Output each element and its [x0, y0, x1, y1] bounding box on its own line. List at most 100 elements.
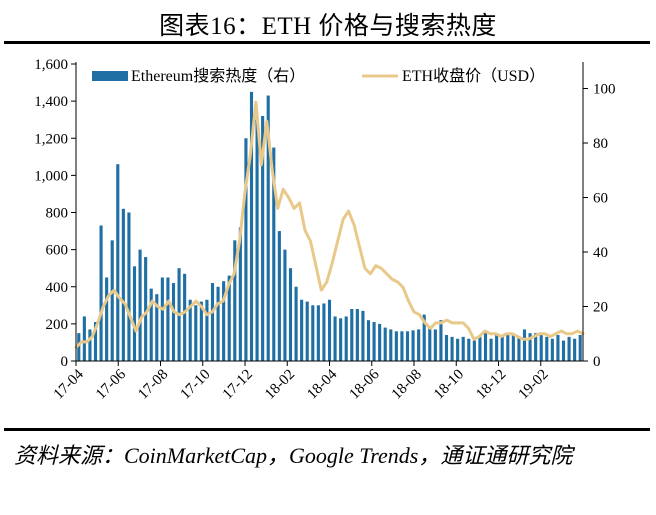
x-tick-label: 17-04: [51, 366, 87, 402]
bar: [238, 227, 242, 361]
bar: [444, 335, 449, 361]
eth-chart: 0 200 400 600 800 1,000 1,200 1,400 1,600 0 20 40 60…: [34, 57, 616, 403]
y-right-tick-label: 80: [593, 136, 608, 152]
y-left-tick-label: 600: [46, 243, 69, 259]
bar: [578, 335, 582, 361]
x-tick-label: 18-08: [389, 367, 425, 403]
series-line-eth-price: [74, 100, 585, 349]
y-right-tick-label: 20: [593, 300, 608, 316]
bar: [394, 331, 398, 361]
bar: [322, 303, 326, 361]
x-tick-label: 18-06: [347, 366, 383, 402]
bar: [422, 314, 426, 361]
y-left-tick-label: 800: [46, 206, 69, 222]
bar: [389, 329, 393, 361]
bar: [500, 335, 504, 361]
bar: [199, 301, 203, 361]
bar: [545, 336, 549, 361]
bar: [105, 277, 109, 361]
bar: [489, 338, 493, 361]
bar: [483, 333, 488, 361]
bar: [121, 208, 125, 361]
bar: [450, 336, 454, 361]
legend-label-price: ETH收盘价（USD）: [402, 66, 545, 85]
bar: [344, 316, 348, 361]
bar: [255, 119, 259, 361]
bar: [372, 322, 376, 361]
y-left-tick-label: 1,000: [34, 168, 68, 184]
bar: [456, 338, 460, 361]
bar: [171, 283, 176, 361]
bar: [405, 331, 410, 361]
x-tick-label: 17-08: [135, 367, 171, 403]
bar: [216, 286, 220, 361]
bar: [311, 305, 315, 361]
x-tick-label: 18-10: [431, 367, 467, 403]
bar: [127, 212, 131, 361]
source-note: 资料来源：CoinMarketCap，Google Trends，通证通研究院: [14, 443, 573, 468]
bar: [116, 164, 120, 361]
bar: [210, 283, 215, 361]
bar: [144, 257, 148, 361]
x-tick-label: 17-06: [93, 366, 129, 402]
source-rule: [4, 428, 650, 431]
bar: [272, 147, 276, 361]
legend-swatch-search: [92, 71, 128, 81]
bar: [110, 240, 114, 361]
bar: [194, 305, 198, 361]
x-tick-label: 18-12: [473, 367, 509, 403]
y-right-tick-label: 100: [593, 82, 616, 98]
bar: [294, 286, 298, 361]
bar: [567, 336, 571, 361]
y-left-tick-label: 0: [61, 354, 69, 370]
x-tick-label: 17-10: [178, 367, 214, 403]
title-rule: [4, 41, 650, 44]
bar: [378, 323, 382, 362]
bar: [249, 91, 254, 361]
bar: [383, 327, 387, 361]
bar: [244, 138, 248, 361]
bar: [138, 249, 142, 362]
bar: [428, 327, 432, 361]
bar: [411, 330, 415, 361]
legend-label-search: Ethereum搜索热度（右）: [131, 67, 305, 85]
bar: [472, 340, 476, 361]
bar: [183, 273, 187, 361]
bar: [305, 301, 309, 361]
bar: [88, 329, 92, 361]
bar: [550, 338, 554, 361]
bar: [160, 277, 164, 361]
bar: [561, 340, 566, 361]
bar: [205, 299, 209, 361]
bar: [132, 266, 137, 361]
bar: [478, 335, 482, 361]
bar: [188, 299, 192, 361]
y-left-tick-label: 1,200: [34, 131, 68, 147]
bar: [467, 338, 471, 361]
bar: [528, 333, 532, 361]
bar: [288, 268, 293, 361]
bar: [400, 331, 404, 361]
bar: [350, 309, 354, 361]
bar: [149, 288, 153, 361]
bar: [155, 294, 159, 361]
bar: [539, 333, 543, 361]
bar: [277, 231, 281, 361]
bar: [573, 338, 577, 361]
bar: [93, 322, 98, 361]
bar: [361, 310, 365, 361]
bar: [266, 95, 270, 361]
bar: [517, 336, 521, 361]
bar: [300, 299, 304, 361]
bar: [333, 316, 337, 361]
y-left-tick-label: 400: [46, 280, 69, 296]
y-right-tick-label: 0: [593, 354, 601, 370]
bar: [522, 329, 527, 361]
bar: [99, 225, 103, 361]
x-tick-label: 18-04: [304, 366, 340, 402]
bar: [77, 333, 81, 361]
bar: [327, 299, 332, 361]
bar: [233, 240, 237, 361]
x-tick-label: 19-02: [516, 367, 552, 403]
chart-title: 图表16：ETH 价格与搜索热度: [159, 13, 497, 40]
